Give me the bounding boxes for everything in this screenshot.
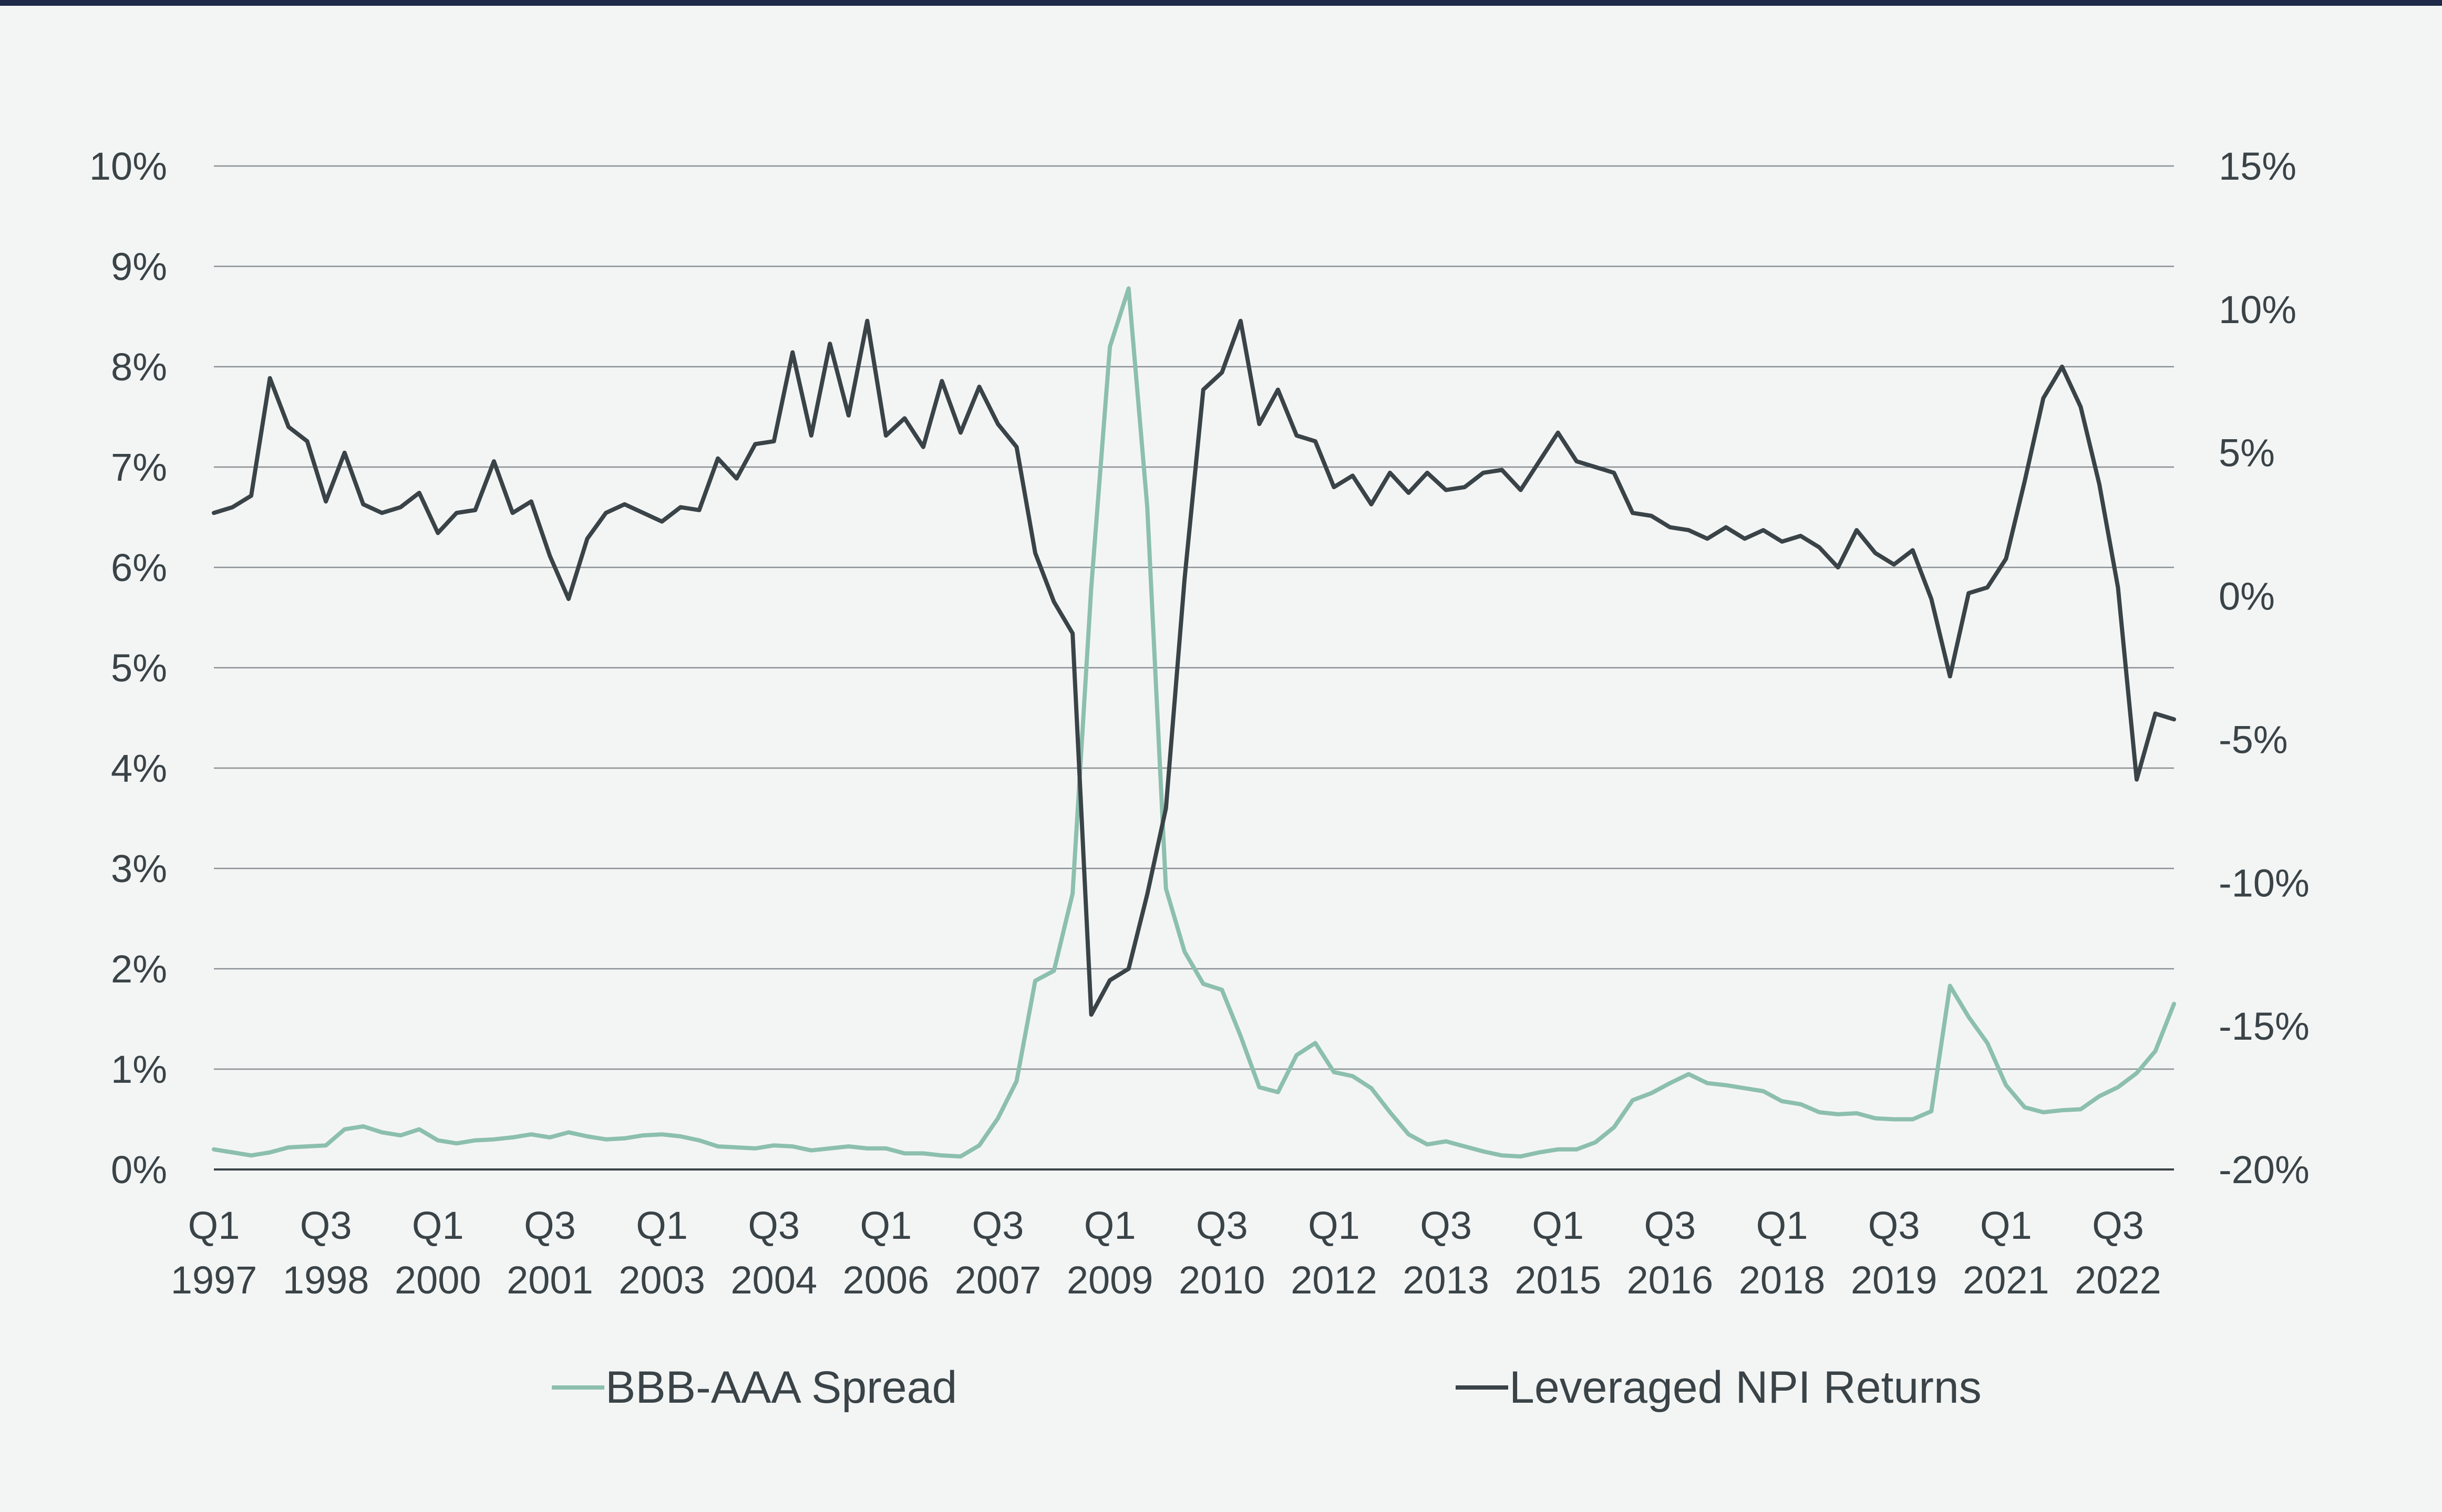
x-axis-tick-label-year: 2010 [1179, 1258, 1265, 1302]
left-axis-tick-labels: 0% 1% 2% 3% 4% 5% 6% 7% 8% 9% 10% [89, 144, 167, 1192]
x-axis-tick-label-quarter: Q1 [188, 1204, 240, 1247]
left-axis-tick-label: 3% [111, 847, 167, 890]
x-axis-tick-label-year: 2021 [1963, 1258, 2049, 1302]
right-axis-tick-labels: -20% -15% -10% -5% 0% 5% 10% 15% [2219, 144, 2310, 1192]
x-axis-tick-label-year: 2006 [843, 1258, 930, 1302]
x-axis-tick-label-year: 2012 [1291, 1258, 1377, 1302]
left-axis-tick-label: 6% [111, 546, 167, 589]
left-axis-tick-label: 9% [111, 245, 167, 288]
x-axis-tick-label-quarter: Q1 [1308, 1204, 1360, 1247]
legend: BBB-AAA Spread Leveraged NPI Returns [552, 1362, 1982, 1413]
right-axis-tick-label: -10% [2219, 861, 2310, 905]
right-axis-tick-label: -15% [2219, 1004, 2310, 1048]
x-axis-tick-label-year: 1998 [283, 1258, 369, 1302]
x-axis: Q1 1997 Q3 1998 Q1 2000 Q3 2001 Q1 2003 Q3 2004 Q1 20… [171, 1204, 2161, 1302]
right-axis-tick-label: 5% [2219, 431, 2275, 475]
x-axis-tick-label-quarter: Q3 [1420, 1204, 1472, 1247]
x-axis-tick-label-quarter: Q3 [1868, 1204, 1920, 1247]
left-axis-tick-label: 1% [111, 1048, 167, 1091]
x-axis-tick-label-year: 2016 [1627, 1258, 1714, 1302]
left-axis-tick-label: 2% [111, 947, 167, 991]
right-axis-tick-label: -20% [2219, 1148, 2310, 1192]
x-axis-tick-label-year: 2001 [507, 1258, 593, 1302]
series-line-bbb-aaa-spread [212, 286, 2176, 1159]
x-axis-tick-label-quarter: Q1 [1980, 1204, 2032, 1247]
x-axis-tick-label-quarter: Q1 [1532, 1204, 1584, 1247]
x-axis-tick-label-year: 2015 [1514, 1258, 1601, 1302]
top-border [0, 0, 2442, 6]
right-axis-tick-label: 0% [2219, 575, 2275, 618]
gridlines [214, 165, 2174, 1171]
x-axis-tick-label-year: 2013 [1403, 1258, 1489, 1302]
left-axis-tick-label: 0% [111, 1148, 167, 1192]
x-axis-tick-label-year: 2000 [395, 1258, 481, 1302]
x-axis-tick-label-year: 2004 [730, 1258, 817, 1302]
x-axis-tick-label-quarter: Q3 [1196, 1204, 1248, 1247]
x-axis-tick-label-year: 1997 [171, 1258, 257, 1302]
x-axis-tick-label-year: 2007 [955, 1258, 1042, 1302]
x-axis-tick-label-year: 2022 [2075, 1258, 2161, 1302]
legend-label: Leveraged NPI Returns [1509, 1362, 1982, 1413]
left-axis-tick-label: 8% [111, 345, 167, 389]
x-axis-tick-label-quarter: Q3 [972, 1204, 1024, 1247]
right-axis-tick-label: 10% [2219, 288, 2296, 332]
legend-label: BBB-AAA Spread [605, 1362, 957, 1413]
x-axis-tick-label-quarter: Q1 [412, 1204, 464, 1247]
left-axis-tick-label: 7% [111, 446, 167, 489]
x-axis-tick-label-quarter: Q1 [1084, 1204, 1136, 1247]
left-axis-tick-label: 4% [111, 747, 167, 790]
right-axis-tick-label: -5% [2219, 718, 2288, 761]
series-line-leveraged-npi-returns [212, 318, 2176, 1017]
x-axis-tick-label-quarter: Q3 [524, 1204, 576, 1247]
left-axis-tick-label: 5% [111, 646, 167, 690]
right-axis-tick-label: 15% [2219, 144, 2296, 188]
x-axis-tick-label-quarter: Q3 [1644, 1204, 1696, 1247]
x-axis-tick-label-year: 2019 [1851, 1258, 1938, 1302]
x-axis-tick-label-year: 2018 [1739, 1258, 1826, 1302]
x-axis-tick-label-quarter: Q3 [2092, 1204, 2144, 1247]
left-axis-tick-label: 10% [89, 144, 167, 188]
x-axis-tick-label-quarter: Q1 [860, 1204, 912, 1247]
x-axis-tick-label-year: 2009 [1067, 1258, 1153, 1302]
series-lines [212, 286, 2176, 1159]
x-axis-tick-label-quarter: Q1 [636, 1204, 688, 1247]
x-axis-tick-label-quarter: Q1 [1756, 1204, 1808, 1247]
x-axis-tick-label-year: 2003 [619, 1258, 705, 1302]
x-axis-tick-label-quarter: Q3 [300, 1204, 352, 1247]
x-axis-tick-label-quarter: Q3 [748, 1204, 800, 1247]
